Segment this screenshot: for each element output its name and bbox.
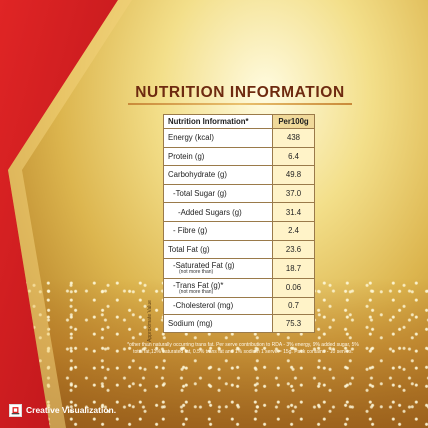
nutrient-value: 438: [272, 128, 315, 148]
table-row: -Added Sugars (g) 31.4: [163, 202, 315, 222]
red-ribbon-graphic: [0, 0, 132, 428]
nutrient-label: - Fibre (g): [163, 220, 273, 241]
footnote: *other than naturally occurring trans fa…: [127, 342, 359, 355]
nutrient-label: Energy (kcal): [163, 128, 273, 148]
nutrient-label: -Saturated Fat (g) (not more than): [163, 258, 273, 279]
nutrient-value: 37.0: [272, 183, 315, 204]
table-row: -Total Sugar (g) 37.0: [163, 183, 315, 204]
nutrient-value: 18.7: [272, 258, 315, 279]
nutrient-value: 0.06: [272, 277, 315, 299]
nutrient-value: 75.3: [272, 313, 315, 334]
nutrient-name: Protein (g): [168, 151, 205, 161]
nutrient-name: Carbohydrate (g): [168, 170, 227, 180]
table-header-row: Nutrition Information* Per100g: [163, 114, 315, 129]
nutrient-value: 0.7: [272, 297, 315, 315]
nutrient-label: -Total Sugar (g): [163, 183, 273, 204]
table-row: Protein (g) 6.4: [163, 146, 315, 167]
nutrient-name: -Total Sugar (g): [173, 189, 227, 199]
table-row: Energy (kcal) 438: [163, 128, 315, 148]
nutrient-label: -Added Sugars (g): [163, 202, 273, 222]
nutrient-name: - Fibre (g): [173, 226, 208, 236]
nutrient-label: -Trans Fat (g)* (not more than): [163, 277, 273, 299]
nutrient-value: 2.4: [272, 220, 315, 241]
nutrient-value: 23.6: [272, 239, 315, 260]
table-row: - Fibre (g) 2.4: [163, 220, 315, 241]
nutrient-name: -Added Sugars (g): [178, 207, 242, 217]
nutrient-name: -Saturated Fat (g): [173, 261, 235, 271]
table-row: -Saturated Fat (g) (not more than) 18.7: [163, 258, 315, 279]
nutrient-name: -Trans Fat (g)*: [173, 280, 224, 290]
table-row: -Cholesterol (mg) 0.7: [163, 297, 315, 315]
table-row: -Trans Fat (g)* (not more than) 0.06: [163, 277, 315, 299]
title-underline: [128, 103, 352, 105]
page-title: NUTRITION INFORMATION: [135, 84, 345, 101]
creative-visualization-label: Creative Visualization.: [26, 405, 117, 415]
header-value: Per100g: [272, 114, 315, 129]
nutrient-label: Carbohydrate (g): [163, 165, 273, 185]
creative-visualization-icon: [9, 404, 22, 417]
nutrient-value: 6.4: [272, 146, 315, 167]
nutrient-label: -Cholesterol (mg): [163, 297, 273, 315]
nutrient-name: -Cholesterol (mg): [173, 301, 234, 311]
nutrient-qualifier: (not more than): [179, 269, 214, 276]
nutrient-name: Total Fat (g): [168, 244, 210, 254]
table-row: Sodium (mg) 75.3: [163, 313, 315, 334]
nutrient-value: 49.8: [272, 165, 315, 185]
nutrient-name: Sodium (mg): [168, 318, 213, 328]
nutrient-qualifier: (not more than): [179, 288, 214, 295]
approximate-value-note: * Approximate Value: [147, 300, 153, 345]
nutrient-label: Protein (g): [163, 146, 273, 167]
nutrient-name: Energy (kcal): [168, 133, 214, 143]
nutrition-table: Nutrition Information* Per100g Energy (k…: [163, 114, 315, 334]
table-row: Total Fat (g) 23.6: [163, 239, 315, 260]
header-label: Nutrition Information*: [163, 114, 273, 129]
nutrient-label: Sodium (mg): [163, 313, 273, 334]
nutrient-value: 31.4: [272, 202, 315, 222]
table-row: Carbohydrate (g) 49.8: [163, 165, 315, 185]
nutrient-label: Total Fat (g): [163, 239, 273, 260]
